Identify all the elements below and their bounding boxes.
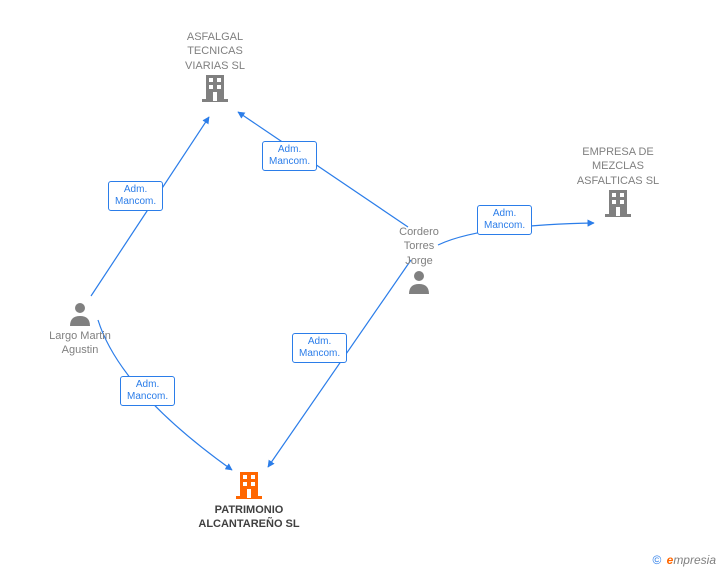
node-label: PATRIMONIO ALCANTAREÑO SL	[194, 503, 304, 532]
footer-brand: © empresia	[652, 553, 716, 567]
node-label: ASFALGAL TECNICAS VIARIAS SL	[160, 30, 270, 73]
edge-label: Adm. Mancom.	[262, 141, 317, 171]
building-icon	[603, 188, 633, 218]
node-label: Largo Martin Agustin	[25, 329, 135, 358]
person-icon	[67, 300, 93, 326]
node-label: EMPRESA DE MEZCLAS ASFALTICAS SL	[563, 145, 673, 188]
person-icon	[406, 268, 432, 294]
edge-label: Adm. Mancom.	[108, 181, 163, 211]
brand-name: mpresia	[673, 553, 716, 567]
building-icon	[200, 73, 230, 103]
copyright-symbol: ©	[652, 553, 661, 567]
edge-label: Adm. Mancom.	[477, 205, 532, 235]
node-label: Cordero Torres Jorge	[364, 225, 474, 268]
node-largo_martin[interactable]: Largo Martin Agustin	[25, 300, 135, 358]
node-empresa_mezclas[interactable]: EMPRESA DE MEZCLAS ASFALTICAS SL	[563, 145, 673, 221]
edge-label: Adm. Mancom.	[120, 376, 175, 406]
node-cordero[interactable]: Cordero Torres Jorge	[364, 225, 474, 297]
node-patrimonio[interactable]: PATRIMONIO ALCANTAREÑO SL	[194, 470, 304, 532]
edge-label: Adm. Mancom.	[292, 333, 347, 363]
node-asfalgal[interactable]: ASFALGAL TECNICAS VIARIAS SL	[160, 30, 270, 106]
building-icon	[234, 470, 264, 500]
